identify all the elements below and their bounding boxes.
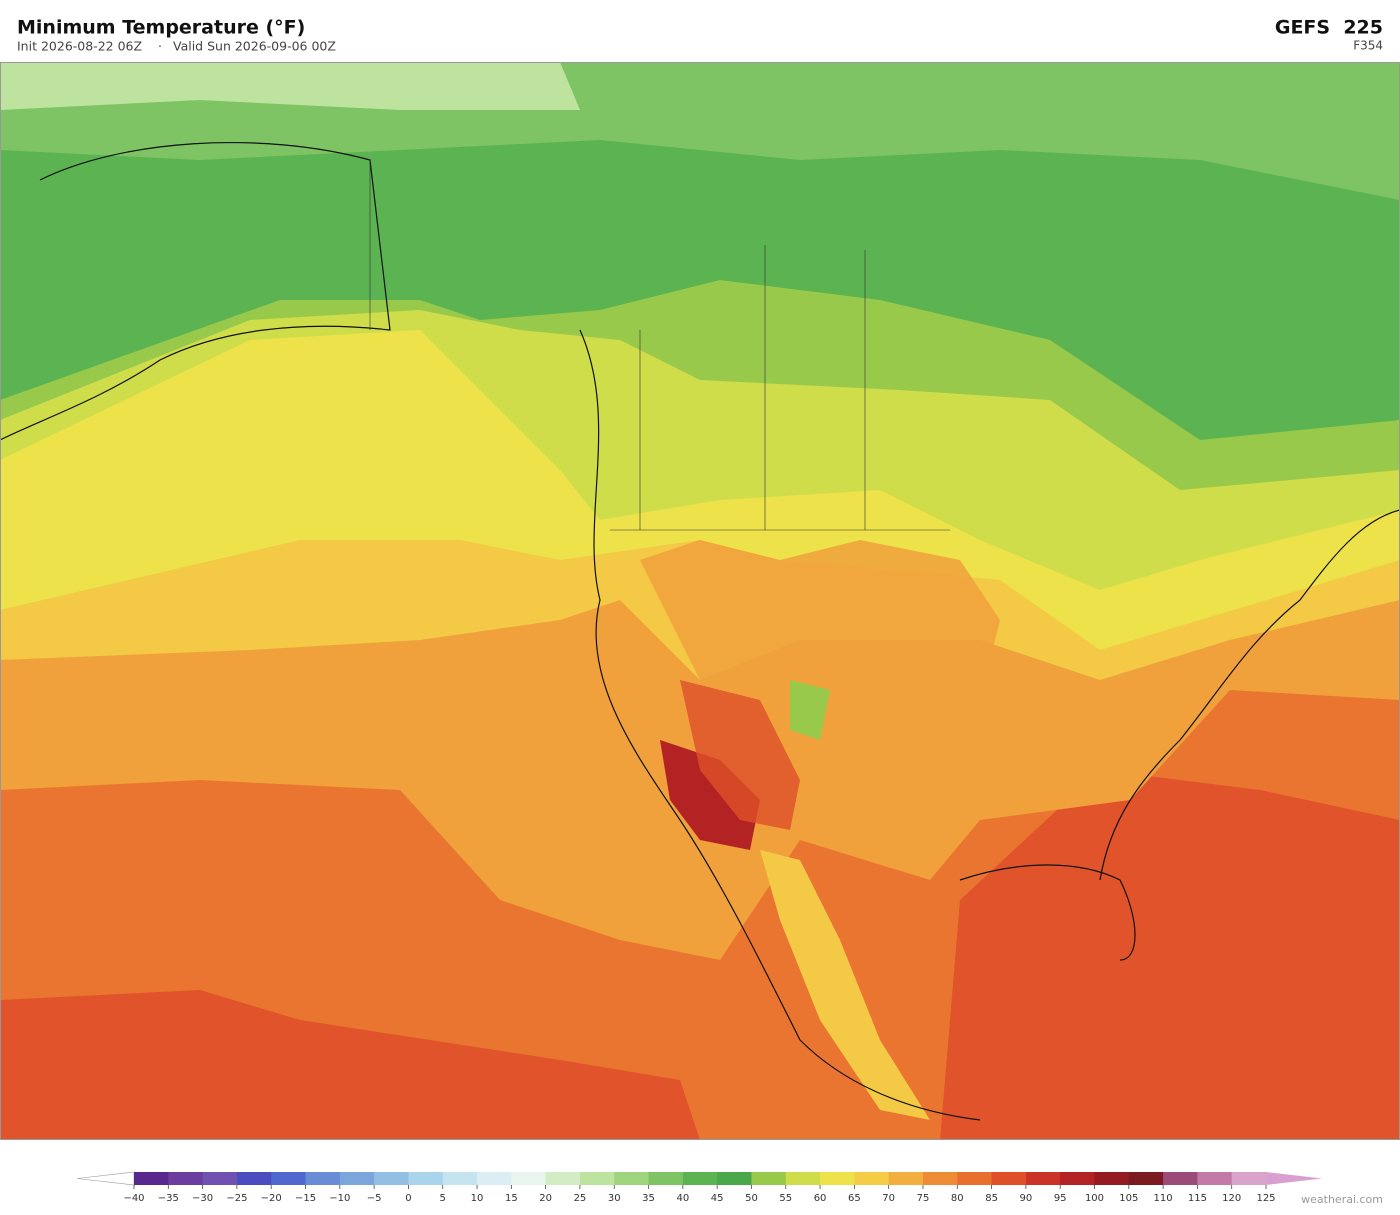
colorbar-bin — [957, 1172, 993, 1185]
colorbar-bin — [236, 1172, 272, 1185]
model: GEFS 225 — [1275, 17, 1383, 39]
colorbar-bin — [682, 1172, 718, 1185]
colorbar-tick-label: 85 — [985, 1193, 998, 1204]
colorbar-bin — [820, 1172, 855, 1185]
colorbar-bin — [648, 1172, 684, 1185]
colorbar-tick-label: −10 — [329, 1193, 350, 1204]
colorbar-bin — [1231, 1172, 1267, 1185]
colorbar-tick-label: 25 — [574, 1193, 587, 1204]
colorbar-bin — [374, 1172, 409, 1185]
colorbar-tick-label: −20 — [261, 1193, 282, 1204]
colorbar-over — [1266, 1172, 1322, 1185]
colorbar-tick-label: 120 — [1222, 1193, 1241, 1204]
field — [680, 680, 800, 830]
colorbar-bin — [442, 1172, 478, 1185]
colorbar-bin — [168, 1172, 204, 1185]
field — [0, 62, 580, 110]
colorbar-tick-label: 100 — [1085, 1193, 1104, 1204]
colorbar-tick-label: 0 — [405, 1193, 411, 1204]
colorbar-tick-label: 45 — [711, 1193, 724, 1204]
colorbar-bin — [1094, 1172, 1130, 1185]
colorbar-tick-label: −30 — [192, 1193, 213, 1204]
colorbar-bin — [511, 1172, 547, 1185]
coastline — [579, 329, 1400, 1121]
colorbar-under — [76, 1171, 135, 1186]
field — [640, 540, 1000, 760]
colorbar-bin — [922, 1172, 958, 1185]
colorbar-bin — [305, 1172, 341, 1185]
colorbar-bin — [888, 1172, 924, 1185]
field — [0, 62, 1400, 440]
colorbar-bin — [1163, 1172, 1198, 1185]
colorbar-bin — [751, 1172, 787, 1185]
colorbar: −40 −35 −30 −25 −20 −15 −10 −5 0 5 10 15 20 25 30 35 40 4… — [76, 1171, 1322, 1204]
colorbar-tick-label: 60 — [814, 1193, 827, 1204]
colorbar-tick-label: 10 — [471, 1193, 484, 1204]
colorbar-tick-label: 95 — [1054, 1193, 1067, 1204]
colorbar-bin — [854, 1172, 890, 1185]
colorbar-tick-label: 35 — [642, 1193, 655, 1204]
colorbar-tick-label: −25 — [226, 1193, 247, 1204]
colorbar-bin — [339, 1172, 375, 1185]
colorbar-tick-label: 90 — [1020, 1193, 1033, 1204]
title: Minimum Temperature (°F) — [17, 17, 305, 39]
colorbar-bin — [991, 1172, 1027, 1185]
colorbar-bin — [1128, 1172, 1164, 1185]
colorbar-tick-label: 105 — [1119, 1193, 1138, 1204]
colorbar-bin — [271, 1172, 307, 1185]
valid-time: Valid Sun 2026-09-06 00Z — [173, 39, 336, 54]
field — [760, 850, 930, 1120]
colorbar-bin — [614, 1172, 650, 1185]
colorbar-bin — [579, 1172, 615, 1185]
colorbar-tick-label: 40 — [676, 1193, 689, 1204]
colorbar-bin — [717, 1172, 752, 1185]
colorbar-bin — [134, 1172, 169, 1185]
separator: · — [158, 39, 162, 54]
map — [0, 62, 1400, 1140]
colorbar-tick-label: −5 — [367, 1193, 382, 1204]
colorbar-tick-label: −35 — [158, 1193, 179, 1204]
colorbar-tick-label: 55 — [779, 1193, 792, 1204]
colorbar-tick-label: 125 — [1256, 1193, 1275, 1204]
colorbar-tick-label: 15 — [505, 1193, 518, 1204]
field — [790, 680, 830, 740]
colorbar-tick-label: −40 — [123, 1193, 144, 1204]
colorbar-tick-label: 50 — [745, 1193, 758, 1204]
border — [369, 160, 950, 531]
colorbar-tick-label: 115 — [1188, 1193, 1207, 1204]
colorbar-tick-label: 70 — [882, 1193, 895, 1204]
init-time: Init 2026-08-22 06Z — [17, 39, 142, 54]
colorbar-bin — [1025, 1172, 1061, 1185]
colorbar-tick-label: 30 — [608, 1193, 621, 1204]
colorbar-tick-label: 20 — [539, 1193, 552, 1204]
colorbar-bin — [202, 1172, 238, 1185]
colorbar-bin — [408, 1172, 444, 1185]
colorbar-tick-label: 75 — [917, 1193, 930, 1204]
colorbar-tick-label: −15 — [295, 1193, 316, 1204]
colorbar-bin — [1060, 1172, 1095, 1185]
credit: weatherai.com — [1301, 1193, 1383, 1206]
coastline — [0, 142, 391, 441]
colorbar-bin — [1197, 1172, 1233, 1185]
colorbar-bin — [477, 1172, 512, 1185]
colorbar-bin — [785, 1172, 821, 1185]
colorbar-tick-label: 110 — [1154, 1193, 1173, 1204]
colorbar-tick-label: 5 — [440, 1193, 446, 1204]
colorbar-tick-label: 80 — [951, 1193, 964, 1204]
field — [660, 740, 760, 850]
colorbar-bin — [545, 1172, 581, 1185]
forecast-hour: F354 — [1353, 39, 1383, 53]
colorbar-tick-label: 65 — [848, 1193, 861, 1204]
